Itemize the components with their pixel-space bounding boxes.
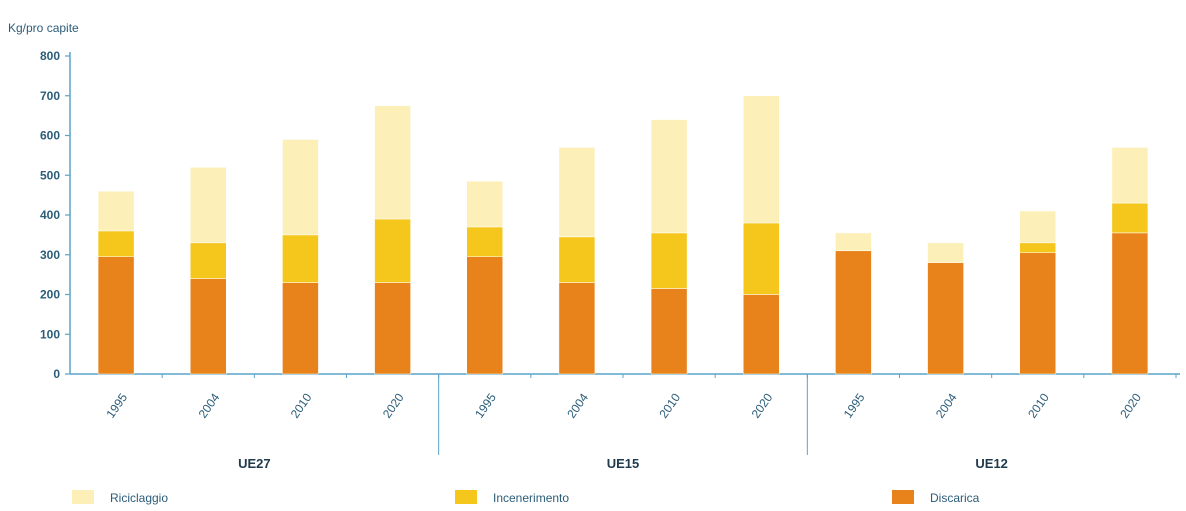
- legend-label-discarica: Discarica: [930, 491, 980, 505]
- bar-segment-riciclaggio: [1111, 147, 1149, 204]
- axes: 0 100 200 300 400 500 600 700 800: [40, 49, 1180, 455]
- bar-segment-incenerimento: [1019, 242, 1056, 254]
- legend-swatch-riciclaggio: [72, 490, 94, 504]
- x-tick-label: 2004: [196, 390, 223, 420]
- x-tick-label: 2020: [1117, 390, 1144, 420]
- bar-segment-riciclaggio: [282, 139, 319, 236]
- bar-segment-incenerimento: [1111, 202, 1149, 234]
- bar-segment-discarica: [1111, 232, 1149, 375]
- group-label: UE27: [238, 456, 271, 471]
- bar-segment-riciclaggio: [466, 180, 503, 228]
- x-tick-label: 2020: [749, 390, 776, 420]
- x-tick-label: 2010: [1025, 390, 1052, 420]
- bar-segment-discarica: [1019, 252, 1056, 375]
- legend-label-riciclaggio: Riciclaggio: [110, 491, 168, 505]
- bars: [97, 95, 1149, 375]
- bar-segment-discarica: [97, 256, 135, 375]
- bar-segment-discarica: [650, 288, 688, 375]
- bar-segment-incenerimento: [282, 234, 319, 283]
- bar-segment-riciclaggio: [190, 167, 227, 244]
- x-tick-label: 2010: [656, 390, 683, 420]
- bar-segment-incenerimento: [374, 218, 411, 283]
- x-tick-label: 1995: [841, 390, 868, 420]
- bar-segment-discarica: [282, 282, 319, 375]
- bar-segment-discarica: [927, 262, 964, 375]
- legend-swatch-discarica: [892, 490, 914, 504]
- y-tick-label: 100: [40, 327, 60, 341]
- bar-segment-discarica: [835, 250, 872, 375]
- bar-segment-incenerimento: [650, 232, 688, 289]
- bar-segment-riciclaggio: [558, 147, 596, 238]
- legend: Riciclaggio Incenerimento Discarica: [72, 490, 980, 505]
- y-tick-label: 400: [40, 208, 60, 222]
- bar-segment-riciclaggio: [650, 119, 688, 234]
- bar-segment-incenerimento: [190, 242, 227, 279]
- bar-segment-riciclaggio: [835, 232, 872, 252]
- y-tick-label: 800: [40, 49, 60, 63]
- legend-label-incenerimento: Incenerimento: [493, 491, 569, 505]
- group-label: UE12: [975, 456, 1008, 471]
- bar-segment-incenerimento: [743, 222, 780, 295]
- bar-segment-incenerimento: [97, 230, 135, 257]
- x-tick-label: 2020: [380, 390, 407, 420]
- legend-swatch-incenerimento: [455, 490, 477, 504]
- y-tick-label: 500: [40, 168, 60, 182]
- bar-segment-discarica: [558, 282, 596, 375]
- y-tick-label: 200: [40, 288, 60, 302]
- bar-segment-riciclaggio: [374, 105, 411, 220]
- y-tick-label: 600: [40, 129, 60, 143]
- bar-segment-discarica: [190, 278, 227, 375]
- x-tick-label: 1995: [472, 390, 499, 420]
- group-label: UE15: [607, 456, 640, 471]
- y-tick-label: 0: [53, 367, 60, 381]
- y-tick-label: 700: [40, 89, 60, 103]
- x-tick-label: 2004: [564, 390, 591, 420]
- bar-segment-riciclaggio: [97, 190, 135, 232]
- bar-segment-discarica: [743, 294, 780, 375]
- x-tick-label: 2004: [933, 390, 960, 420]
- y-tick-label: 300: [40, 248, 60, 262]
- x-tick-label: 2010: [288, 390, 315, 420]
- y-axis-title: Kg/pro capite: [8, 21, 79, 35]
- bar-segment-discarica: [374, 282, 411, 375]
- bar-segment-riciclaggio: [743, 95, 780, 224]
- bar-segment-riciclaggio: [927, 242, 964, 263]
- bar-segment-discarica: [466, 256, 503, 375]
- x-tick-label: 1995: [103, 390, 130, 420]
- bar-segment-riciclaggio: [1019, 210, 1056, 244]
- x-axis-labels: 1995 2004 2010 2020 1995 2004 2010 2020 1995 2004…: [103, 390, 1144, 471]
- bar-segment-incenerimento: [558, 236, 596, 283]
- bar-segment-incenerimento: [466, 226, 503, 257]
